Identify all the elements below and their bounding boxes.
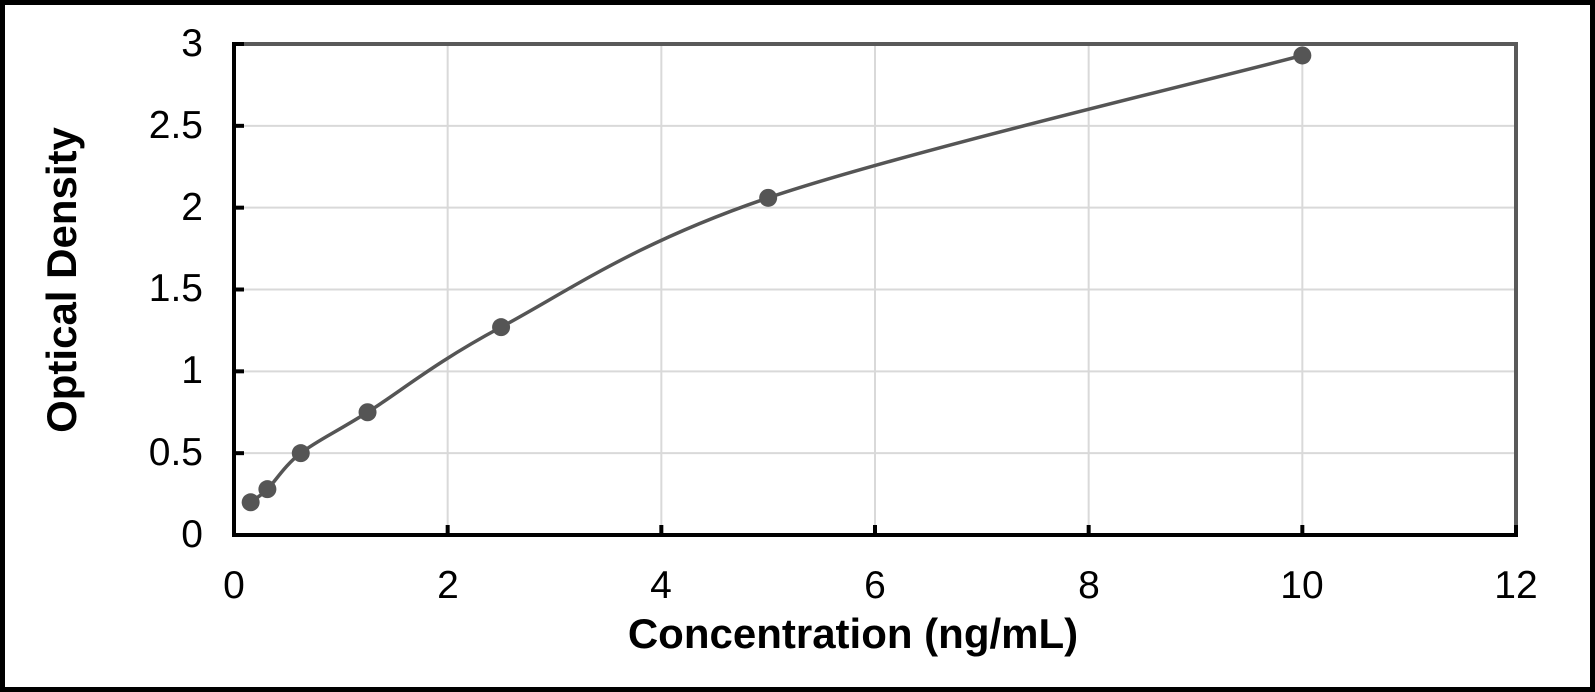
y-tick-label-2-5: 2.5 [148,104,203,147]
data-point-marker [1293,46,1312,65]
y-tick-label-3: 3 [181,22,203,65]
data-point-marker [358,403,377,422]
data-point-marker [258,480,277,499]
x-tick-label-10: 10 [1280,564,1324,607]
x-tick-label-4: 4 [650,564,672,607]
data-point-marker [241,493,260,512]
y-tick-label-1: 1 [181,349,203,392]
x-axis-title: Concentration (ng/mL) [627,610,1079,657]
x-tick-label-6: 6 [864,564,886,607]
x-tick-label-12: 12 [1494,564,1538,607]
plot-border [234,42,1518,535]
y-tick-label-2: 2 [181,186,203,229]
data-point-marker [759,188,778,207]
x-tick-label-2: 2 [437,564,459,607]
standard-curve-line [248,53,1305,505]
y-tick-label-0-5: 0.5 [148,431,203,474]
x-tick-label-0: 0 [223,564,245,607]
y-tick-label-1-5: 1.5 [148,267,203,310]
data-point-marker [492,318,511,337]
data-point-marker [291,444,310,463]
x-tick-label-8: 8 [1078,564,1100,607]
y-tick-label-0: 0 [181,513,203,556]
